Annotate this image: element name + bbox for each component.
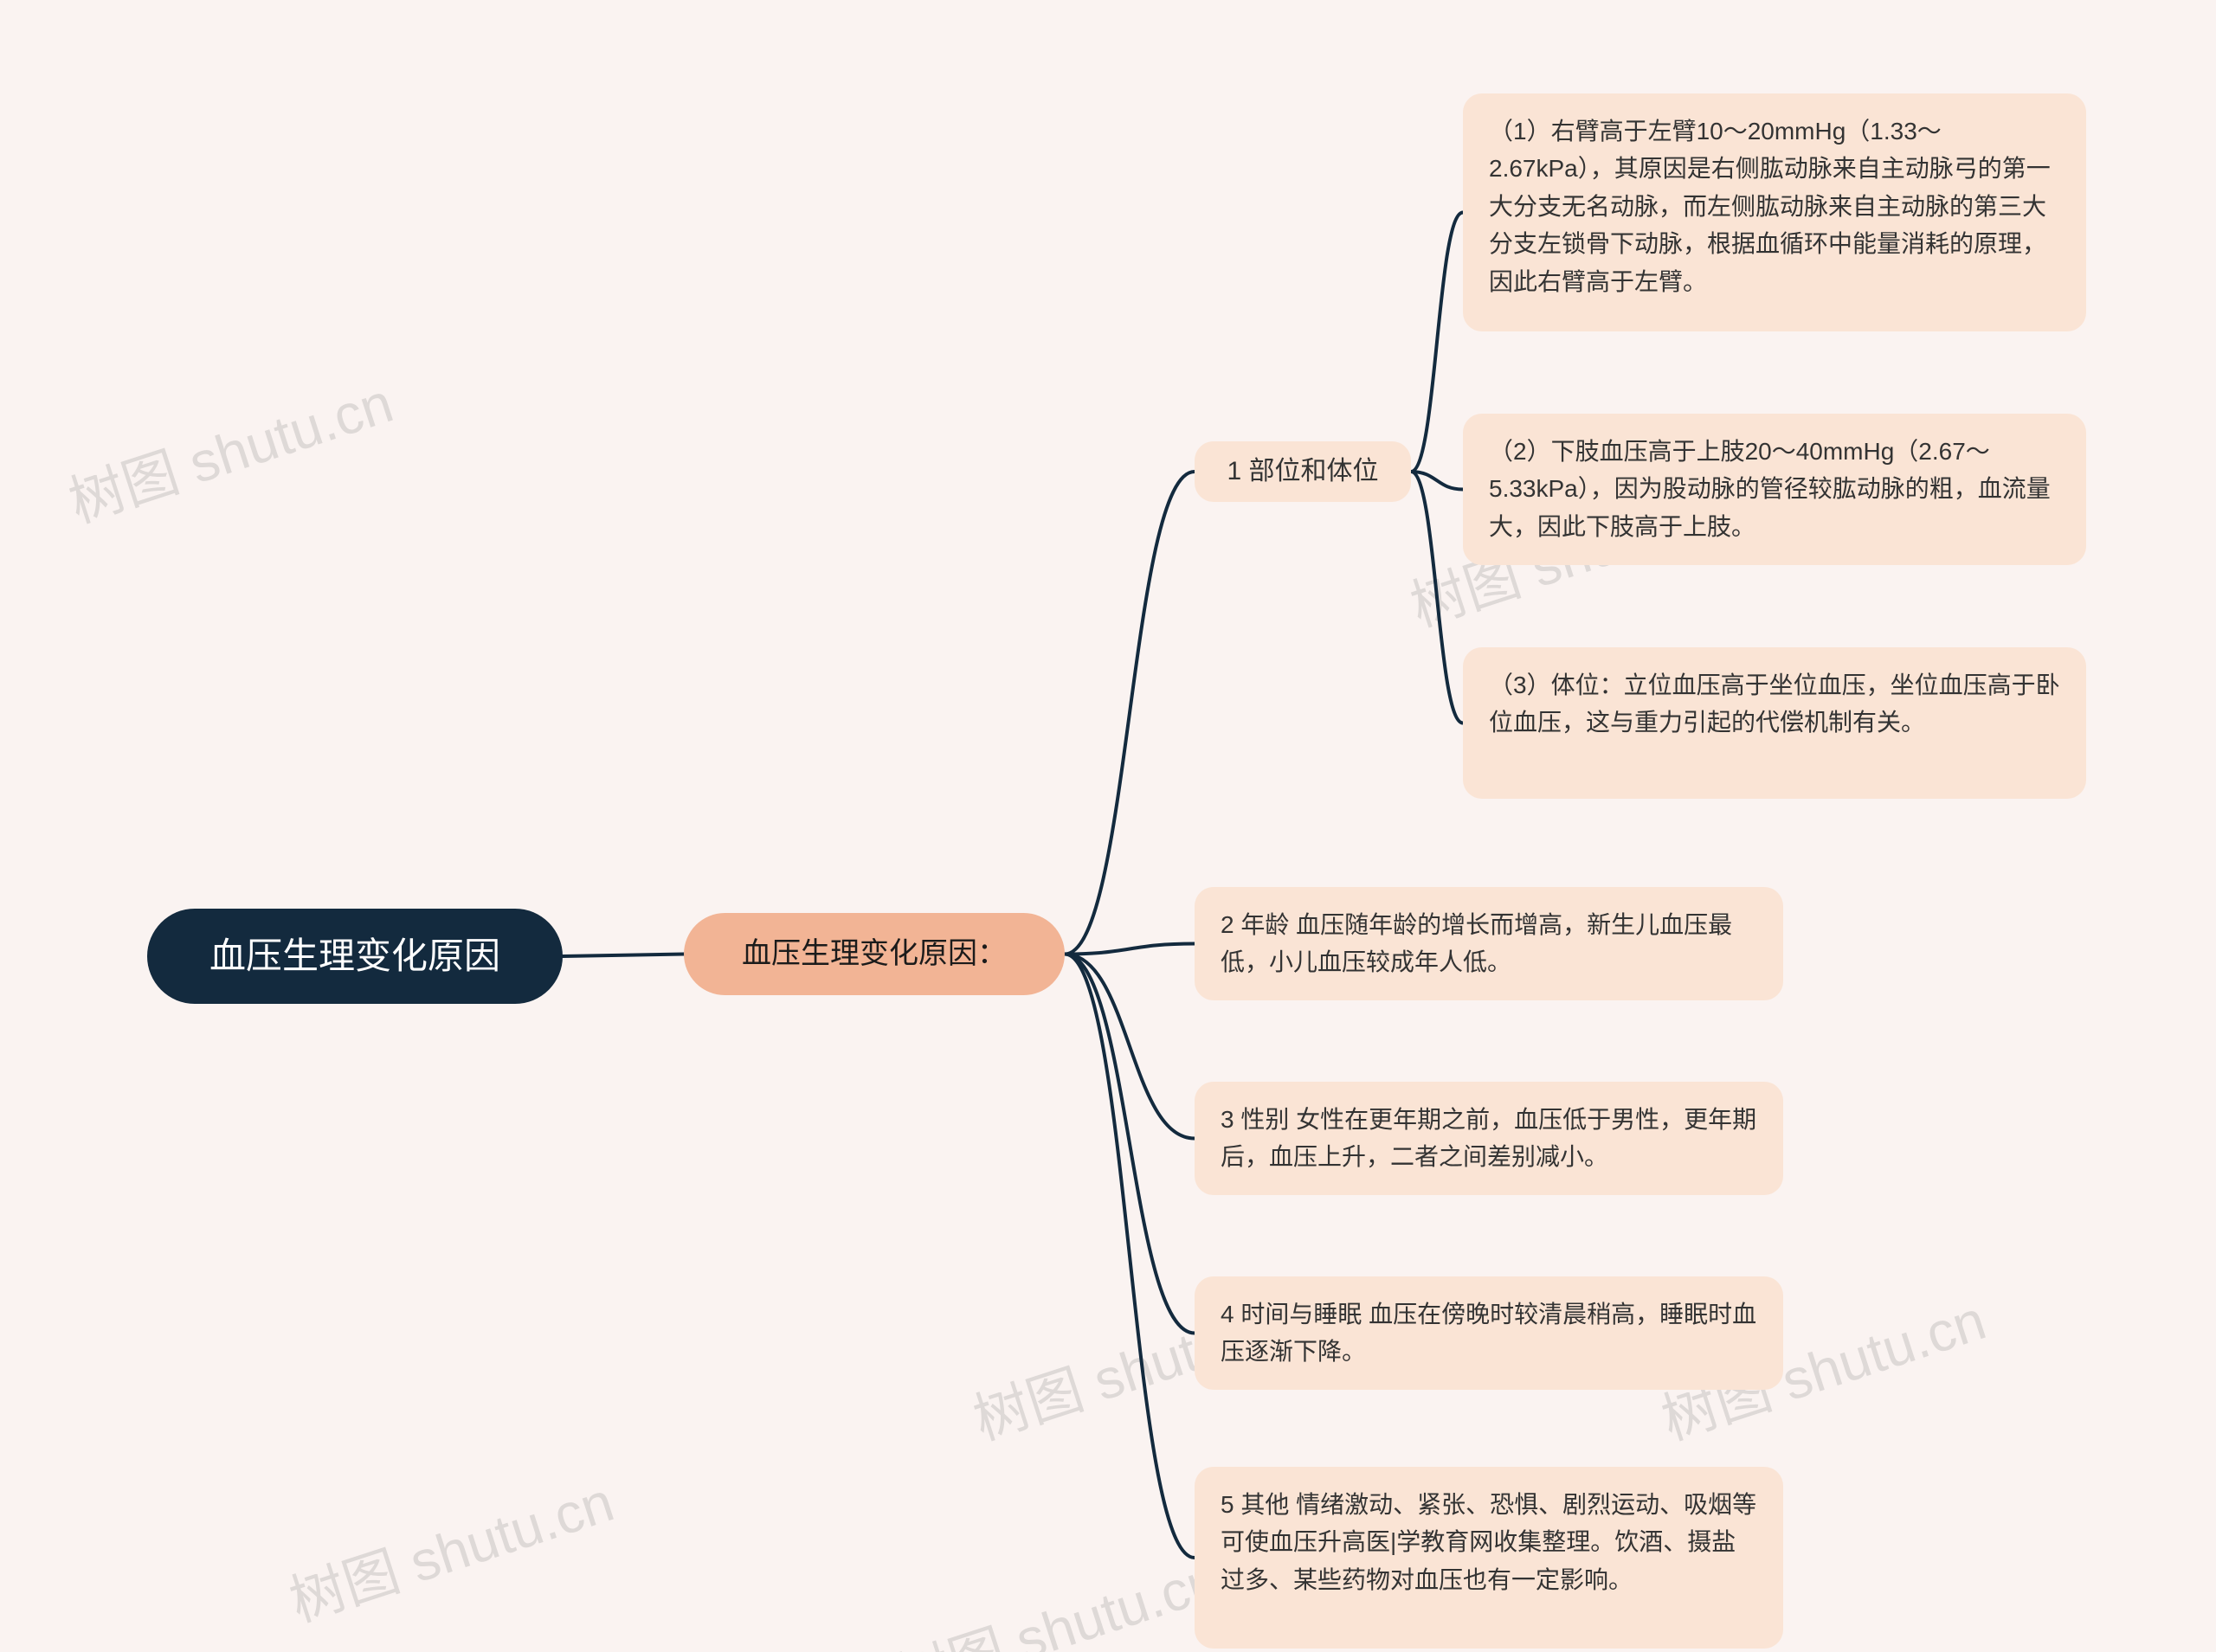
leaf-direct-3-label: 4 时间与睡眠 血压在傍晚时较清晨稍高，睡眠时血压逐渐下降。: [1221, 1295, 1757, 1371]
leaf-position-3-label: （3）体位：立位血压高于坐位血压，坐位血压高于卧位血压，这与重力引起的代偿机制有…: [1489, 666, 2060, 742]
leaf-position-3: （3）体位：立位血压高于坐位血压，坐位血压高于卧位血压，这与重力引起的代偿机制有…: [1463, 647, 2086, 799]
sub-node: 血压生理变化原因：: [684, 913, 1065, 995]
branch-position: 1 部位和体位: [1195, 441, 1411, 502]
leaf-direct-2-label: 3 性别 女性在更年期之前，血压低于男性，更年期后，血压上升，二者之间差别减小。: [1221, 1101, 1757, 1176]
leaf-direct-2: 3 性别 女性在更年期之前，血压低于男性，更年期后，血压上升，二者之间差别减小。: [1195, 1082, 1783, 1195]
branch-label: 1 部位和体位: [1227, 452, 1378, 492]
leaf-position-1: （1）右臂高于左臂10～20mmHg（1.33～2.67kPa），其原因是右侧肱…: [1463, 93, 2086, 331]
leaf-position-2: （2）下肢血压高于上肢20～40mmHg（2.67～5.33kPa），因为股动脉…: [1463, 414, 2086, 565]
leaf-direct-1: 2 年龄 血压随年龄的增长而增高，新生儿血压最低，小儿血压较成年人低。: [1195, 887, 1783, 1000]
sub-label: 血压生理变化原因：: [742, 931, 1007, 977]
root-node: 血压生理变化原因: [147, 909, 563, 1004]
leaf-position-1-label: （1）右臂高于左臂10～20mmHg（1.33～2.67kPa），其原因是右侧肱…: [1489, 112, 2060, 300]
root-label: 血压生理变化原因: [209, 928, 500, 984]
leaf-direct-3: 4 时间与睡眠 血压在傍晚时较清晨稍高，睡眠时血压逐渐下降。: [1195, 1276, 1783, 1390]
leaf-direct-1-label: 2 年龄 血压随年龄的增长而增高，新生儿血压最低，小儿血压较成年人低。: [1221, 906, 1757, 981]
leaf-direct-4-label: 5 其他 情绪激动、紧张、恐惧、剧烈运动、吸烟等可使血压升高医|学教育网收集整理…: [1221, 1486, 1757, 1598]
leaf-position-2-label: （2）下肢血压高于上肢20～40mmHg（2.67～5.33kPa），因为股动脉…: [1489, 433, 2060, 545]
leaf-direct-4: 5 其他 情绪激动、紧张、恐惧、剧烈运动、吸烟等可使血压升高医|学教育网收集整理…: [1195, 1467, 1783, 1649]
